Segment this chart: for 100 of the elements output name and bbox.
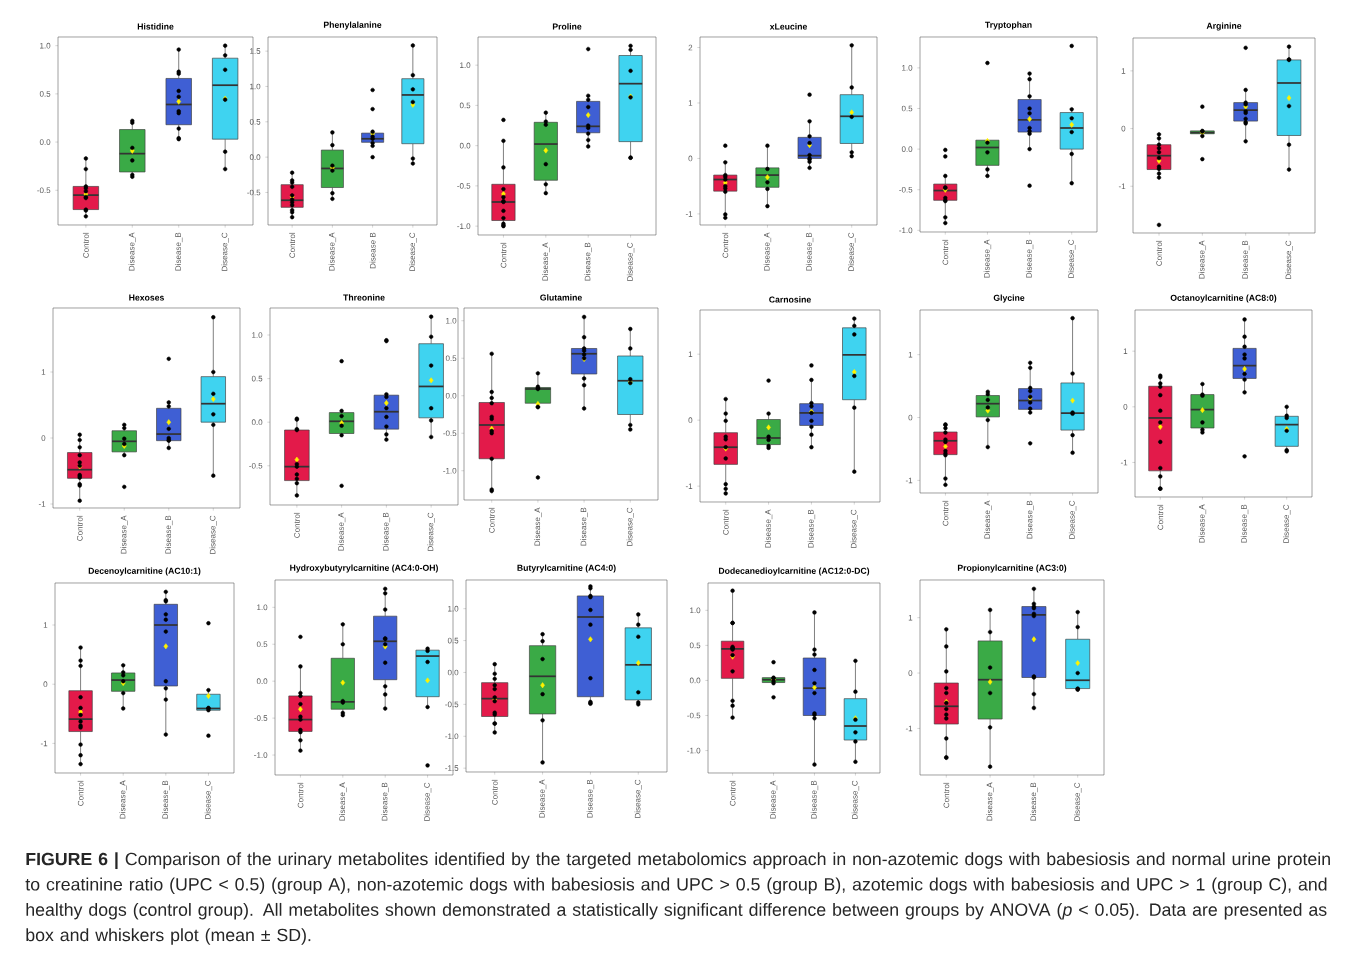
y-tick-label: 1 [43, 622, 48, 628]
y-tick-label: 0 [688, 155, 693, 162]
chart-title: Phenylalanine [323, 21, 382, 30]
x-tick-label: Disease_B [1241, 240, 1250, 279]
x-tick-label: Disease_A [538, 779, 547, 818]
x-tick-label: Control [289, 232, 296, 258]
y-tick-label: 0.5 [689, 642, 701, 649]
x-tick-label: Disease_C [209, 515, 217, 554]
x-tick-label: Control [943, 782, 950, 808]
chart-title: Octanoylcarnitine (AC8:0) [1170, 294, 1277, 303]
chart-title: Hexoses [129, 294, 164, 301]
y-tick-label: 1.0 [460, 62, 471, 68]
chart-title: Hydroxybutyrylcarnitine (AC4:0-OH) [290, 564, 438, 573]
y-tick-label: -0.5 [247, 189, 261, 196]
chart-title: Carnosine [769, 296, 811, 303]
x-tick-label: Disease_C [848, 232, 856, 271]
x-tick-label: Disease_B [584, 242, 592, 281]
x-tick-label: Control [77, 780, 84, 806]
y-tick-label: -0.5 [443, 430, 457, 437]
y-tick-label: 0.0 [445, 392, 457, 399]
y-tick-label: -1 [905, 477, 913, 484]
y-tick-label: 1 [41, 369, 46, 375]
chart-title: xLeucine [769, 23, 807, 30]
x-tick-label: Control [491, 779, 498, 805]
x-tick-label: Disease_C [1068, 239, 1076, 278]
chart-title: Proline [552, 23, 582, 30]
x-tick-label: Disease_C [626, 507, 634, 546]
x-tick-label: Disease_B [162, 780, 170, 819]
y-tick-label: -1 [1120, 459, 1128, 466]
chart-title: Butyrylcarnitine (AC4:0) [517, 564, 616, 573]
y-tick-label: 0 [688, 417, 693, 424]
x-tick-label: Disease_B [1026, 500, 1034, 539]
y-tick-label: 0.0 [249, 154, 261, 160]
y-tick-label: 1.0 [690, 607, 701, 614]
x-tick-label: Disease_A [542, 242, 550, 281]
chart-title: Dodecanedioylcarnitine (AC12:0-DC) [718, 567, 870, 576]
x-tick-label: Control [293, 512, 300, 538]
y-tick-label: -1.0 [254, 752, 268, 758]
y-tick-label: 1 [908, 351, 913, 358]
chart-title: Histidine [137, 23, 174, 30]
x-tick-label: Control [297, 782, 304, 808]
chart-title: Tryptophan [985, 21, 1032, 30]
x-tick-label: Control [722, 232, 729, 258]
y-tick-label: 0.5 [251, 375, 263, 382]
y-tick-label: 0.0 [251, 419, 263, 426]
x-tick-label: Disease_B [580, 507, 588, 546]
y-tick-label: 0.5 [39, 91, 51, 97]
x-tick-label: Disease_B [175, 232, 183, 271]
x-tick-label: Disease_A [328, 232, 337, 271]
y-tick-label: 1 [1121, 68, 1126, 74]
y-tick-label: 1.0 [446, 317, 457, 324]
y-tick-label: 0.5 [901, 105, 913, 112]
x-tick-label: Disease_A [339, 782, 347, 821]
y-tick-label: 1.5 [250, 48, 261, 54]
chart-title: Propionylcarnitine (AC3:0) [957, 564, 1067, 573]
x-tick-label: Control [500, 242, 507, 268]
x-tick-label: Control [942, 239, 949, 265]
x-tick-label: Disease_C [626, 242, 635, 281]
x-tick-label: Disease_B [810, 780, 819, 819]
y-tick-label: -0.5 [687, 712, 701, 719]
x-tick-label: Disease_C [851, 780, 860, 819]
x-tick-label: Disease_A [1198, 240, 1207, 279]
chart-title: Decenoylcarnitine (AC10:1) [88, 567, 201, 576]
y-tick-label: -1 [1118, 183, 1126, 190]
x-tick-label: Disease_C [850, 509, 858, 548]
x-tick-label: Control [722, 509, 729, 535]
y-tick-label: 0.0 [256, 678, 268, 685]
y-tick-label: -1.0 [899, 227, 913, 234]
y-tick-label: -1.0 [443, 467, 457, 474]
x-tick-label: Disease_C [427, 512, 435, 551]
y-tick-label: -1.0 [445, 733, 459, 740]
x-tick-label: Disease_C [221, 232, 229, 271]
x-tick-label: Disease_C [409, 232, 417, 271]
x-tick-label: Control [1157, 504, 1164, 530]
x-tick-label: Disease_A [534, 507, 542, 546]
x-tick-label: Control [1156, 240, 1162, 266]
y-tick-label: 0.5 [249, 118, 261, 125]
y-tick-label: -1.0 [687, 747, 701, 754]
y-tick-label: 0 [908, 670, 913, 676]
x-tick-label: Control [76, 515, 83, 541]
y-tick-label: 1.0 [40, 42, 51, 49]
x-tick-label: Disease_B [381, 782, 389, 821]
y-tick-label: -1.0 [457, 223, 471, 229]
y-tick-label: 1.0 [257, 604, 268, 611]
x-tick-label: Disease_B [586, 779, 595, 818]
y-tick-label: 1.0 [250, 83, 261, 90]
y-tick-label: 1 [908, 614, 913, 621]
y-tick-label: -1 [685, 211, 693, 217]
y-tick-label: 0.5 [447, 637, 459, 644]
y-tick-label: -1 [905, 725, 913, 732]
y-tick-label: 0 [41, 435, 46, 441]
y-tick-label: 0.5 [256, 641, 268, 648]
x-tick-label: Disease_A [984, 500, 992, 539]
text: FIGURE 6 | Comparison of the urinary metabolites identified by the targeted metabolomics approach in non-azotemic dogs with babesiosis and normal urine protein to creatinine ratio (UPC < 0.5) (group A), non-azotemic dogs with babesiosis and UPC > 0.5 (group B), azotemic dogs with babesiosis and UPC > 1 (group C), and healthy dogs (control group). All metabolites shown demonstrated a statistically significant difference between groups by ANOVA (p < 0.05). Data are presented as box and whiskers plot (mean ± SD). [25, 852, 1330, 945]
x-tick-label: Control [729, 780, 736, 806]
x-tick-label: Disease B [369, 232, 376, 269]
y-tick-label: 0 [908, 414, 913, 421]
x-tick-label: Control [488, 507, 495, 533]
x-tick-label: Disease_B [807, 509, 816, 548]
y-tick-label: -1 [40, 740, 48, 747]
